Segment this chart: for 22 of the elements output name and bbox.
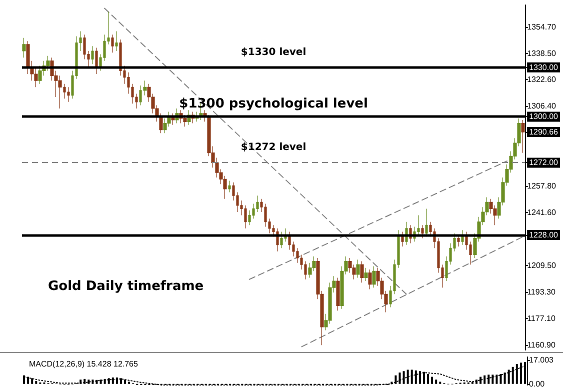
y-tick-label: 1193.30 [527,288,556,297]
y-tick-label: 0.00 [529,379,546,388]
y-tick-label: 1290.66 [529,128,559,137]
y-tick-label: 1272.00 [529,158,559,168]
y-tick-label: 1354.70 [527,22,557,32]
y-tick-label: 1177.10 [527,314,556,324]
y-tick-label: 17.003 [529,355,554,364]
y-tick-label: 1322.60 [527,75,557,84]
y-tick-label: 1228.00 [529,230,559,240]
annotation: Gold Daily timeframe [48,279,204,294]
ref-line-label: $1300 psychological level [179,96,368,112]
y-tick-label: 1306.40 [527,102,557,111]
y-tick-label: 1257.80 [527,182,557,191]
y-tick-label: 1330.00 [529,62,559,72]
chart-title: MACD(12,26,9) 15.428 12.765 [29,360,139,368]
y-tick-label: 1209.50 [527,260,557,270]
y-tick-label: 1338.50 [527,48,557,58]
y-tick-label: 1300.00 [529,112,559,122]
ref-line-label: $1272 level [240,142,306,154]
ref-line-label: $1330 level [240,46,306,58]
y-tick-label: 1241.60 [527,208,557,218]
y-tick-label: 1160.90 [527,340,556,350]
